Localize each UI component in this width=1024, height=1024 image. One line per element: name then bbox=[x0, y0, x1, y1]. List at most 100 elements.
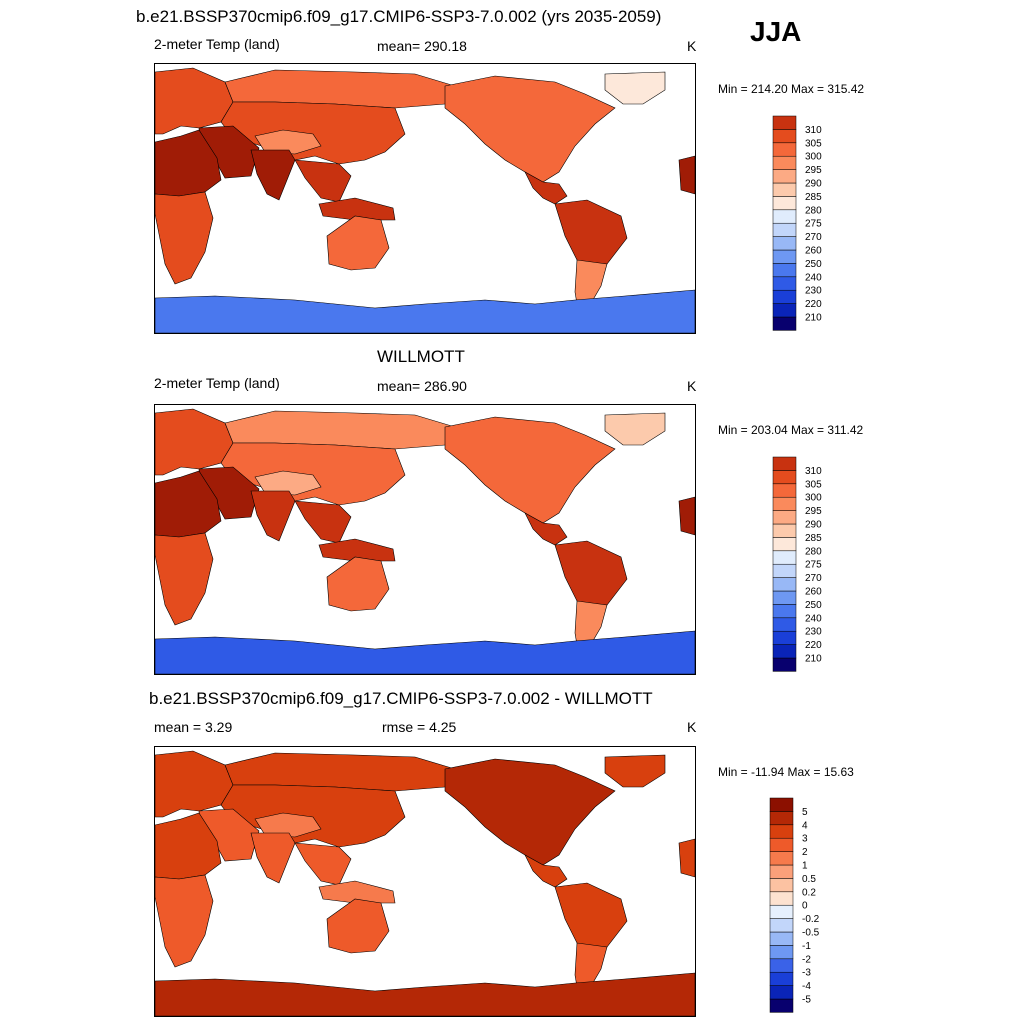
colorbar-swatch bbox=[772, 182, 797, 197]
colorbar-swatch bbox=[769, 998, 794, 1013]
colorbar-tick-label: 270 bbox=[805, 573, 822, 584]
panel2-variable-label: 2-meter Temp (land) bbox=[154, 375, 280, 391]
colorbar-tick-label: 285 bbox=[805, 192, 822, 203]
panel2-map bbox=[154, 404, 696, 675]
panel3-minmax: Min = -11.94 Max = 15.63 bbox=[718, 765, 854, 779]
colorbar-tick-label: 240 bbox=[805, 613, 822, 624]
colorbar-swatch bbox=[772, 209, 797, 224]
land-region-africa-north bbox=[678, 155, 695, 195]
colorbar-swatch bbox=[769, 797, 794, 812]
land-region-central-america bbox=[524, 854, 568, 888]
colorbar-tick-label: -5 bbox=[802, 995, 811, 1006]
colorbar-tick-label: 280 bbox=[805, 205, 822, 216]
colorbar-swatch bbox=[772, 630, 797, 645]
colorbar-tick-label: -0.2 bbox=[802, 914, 820, 925]
colorbar-swatch bbox=[769, 931, 794, 946]
colorbar-swatch bbox=[772, 496, 797, 511]
land-region-north-america bbox=[444, 416, 616, 524]
colorbar-swatch bbox=[772, 523, 797, 538]
colorbar-swatch bbox=[772, 470, 797, 485]
colorbar-tick-label: 310 bbox=[805, 125, 822, 136]
panel1-mean-label: mean= 290.18 bbox=[377, 38, 467, 54]
colorbar-swatch bbox=[769, 945, 794, 960]
colorbar-swatch bbox=[769, 878, 794, 893]
land-region-antarctica bbox=[155, 289, 695, 333]
colorbar-swatch bbox=[772, 577, 797, 592]
land-region-southeast-asia bbox=[294, 500, 352, 544]
colorbar-tick-label: 300 bbox=[805, 493, 822, 504]
land-region-africa-south bbox=[155, 191, 214, 285]
map-svg bbox=[155, 408, 695, 674]
colorbar-tick-label: 290 bbox=[805, 179, 822, 190]
colorbar-swatch bbox=[772, 276, 797, 291]
colorbar-swatch bbox=[769, 958, 794, 973]
land-region-southeast-asia bbox=[294, 159, 352, 203]
colorbar-swatch bbox=[772, 617, 797, 632]
colorbar-swatch bbox=[769, 971, 794, 986]
colorbar-tick-label: 210 bbox=[805, 654, 822, 665]
land-region-europe bbox=[155, 408, 234, 476]
colorbar-swatch bbox=[769, 918, 794, 933]
panel2-title: WILLMOTT bbox=[377, 347, 465, 366]
panel3-rmse-label: rmse = 4.25 bbox=[382, 719, 457, 735]
colorbar-tick-label: 300 bbox=[805, 152, 822, 163]
colorbar-tick-label: 4 bbox=[802, 820, 808, 831]
colorbar-tick-label: 280 bbox=[805, 546, 822, 557]
colorbar-tick-label: 295 bbox=[805, 506, 822, 517]
land-region-antarctica bbox=[155, 972, 695, 1016]
panel3-title: b.e21.BSSP370cmip6.f09_g17.CMIP6-SSP3-7.… bbox=[149, 689, 653, 708]
season-label: JJA bbox=[750, 16, 802, 47]
panel3-mean-label: mean = 3.29 bbox=[154, 719, 233, 735]
land-region-antarctica bbox=[155, 630, 695, 674]
panel2-colorbar: 310 305 300 295 290 285 280 275 270 260 250 240 230 2… bbox=[772, 456, 853, 672]
colorbar-tick-label: 5 bbox=[802, 807, 808, 818]
colorbar-swatch bbox=[772, 263, 797, 278]
colorbar-swatch bbox=[772, 563, 797, 578]
colorbar-swatch bbox=[772, 303, 797, 318]
colorbar-swatch bbox=[769, 904, 794, 919]
map-svg bbox=[155, 67, 695, 333]
colorbar-swatch bbox=[772, 316, 797, 331]
colorbar-swatch bbox=[772, 169, 797, 184]
colorbar-swatch bbox=[772, 289, 797, 304]
colorbar-tick-label: 230 bbox=[805, 286, 822, 297]
map-svg bbox=[155, 750, 695, 1016]
colorbar-swatch bbox=[769, 811, 794, 826]
colorbar-tick-label: 260 bbox=[805, 246, 822, 257]
colorbar-tick-label: 0.2 bbox=[802, 887, 816, 898]
colorbar-tick-label: -4 bbox=[802, 981, 811, 992]
colorbar-swatch bbox=[772, 196, 797, 211]
panel3-units-label: K bbox=[687, 719, 697, 735]
colorbar-tick-label: 2 bbox=[802, 847, 808, 858]
panel3-colorbar: 5 4 3 2 1 0.5 0.2 0 -0.2 -0.5 -1 -2 -3 -4 -5 bbox=[769, 797, 850, 1013]
land-region-greenland bbox=[604, 412, 666, 446]
colorbar-tick-label: 295 bbox=[805, 165, 822, 176]
colorbar-tick-label: 0 bbox=[802, 901, 808, 912]
colorbar-tick-label: 260 bbox=[805, 587, 822, 598]
land-region-india bbox=[250, 490, 296, 542]
colorbar-tick-label: 305 bbox=[805, 138, 822, 149]
panel1-variable-label: 2-meter Temp (land) bbox=[154, 36, 280, 52]
land-region-greenland bbox=[604, 754, 666, 788]
colorbar-swatch bbox=[769, 864, 794, 879]
panel1-title: b.e21.BSSP370cmip6.f09_g17.CMIP6-SSP3-7.… bbox=[136, 7, 662, 26]
colorbar-swatch bbox=[769, 985, 794, 1000]
colorbar-tick-label: 275 bbox=[805, 219, 822, 230]
land-region-africa-north bbox=[678, 496, 695, 536]
colorbar-tick-label: 270 bbox=[805, 232, 822, 243]
colorbar-swatch bbox=[769, 824, 794, 839]
panel2-minmax: Min = 203.04 Max = 311.42 bbox=[718, 423, 864, 437]
colorbar-swatch bbox=[772, 483, 797, 498]
land-region-australia bbox=[326, 898, 390, 954]
colorbar-swatch bbox=[769, 837, 794, 852]
colorbar-tick-label: 220 bbox=[805, 299, 822, 310]
land-region-greenland bbox=[604, 71, 666, 105]
colorbar-tick-label: 230 bbox=[805, 627, 822, 638]
land-region-africa-south bbox=[155, 874, 214, 968]
colorbar-tick-label: -3 bbox=[802, 968, 811, 979]
land-region-north-america bbox=[444, 758, 616, 866]
colorbar-tick-label: 240 bbox=[805, 272, 822, 283]
colorbar-swatch bbox=[772, 249, 797, 264]
colorbar-tick-label: 3 bbox=[802, 834, 808, 845]
land-region-north-america bbox=[444, 75, 616, 183]
